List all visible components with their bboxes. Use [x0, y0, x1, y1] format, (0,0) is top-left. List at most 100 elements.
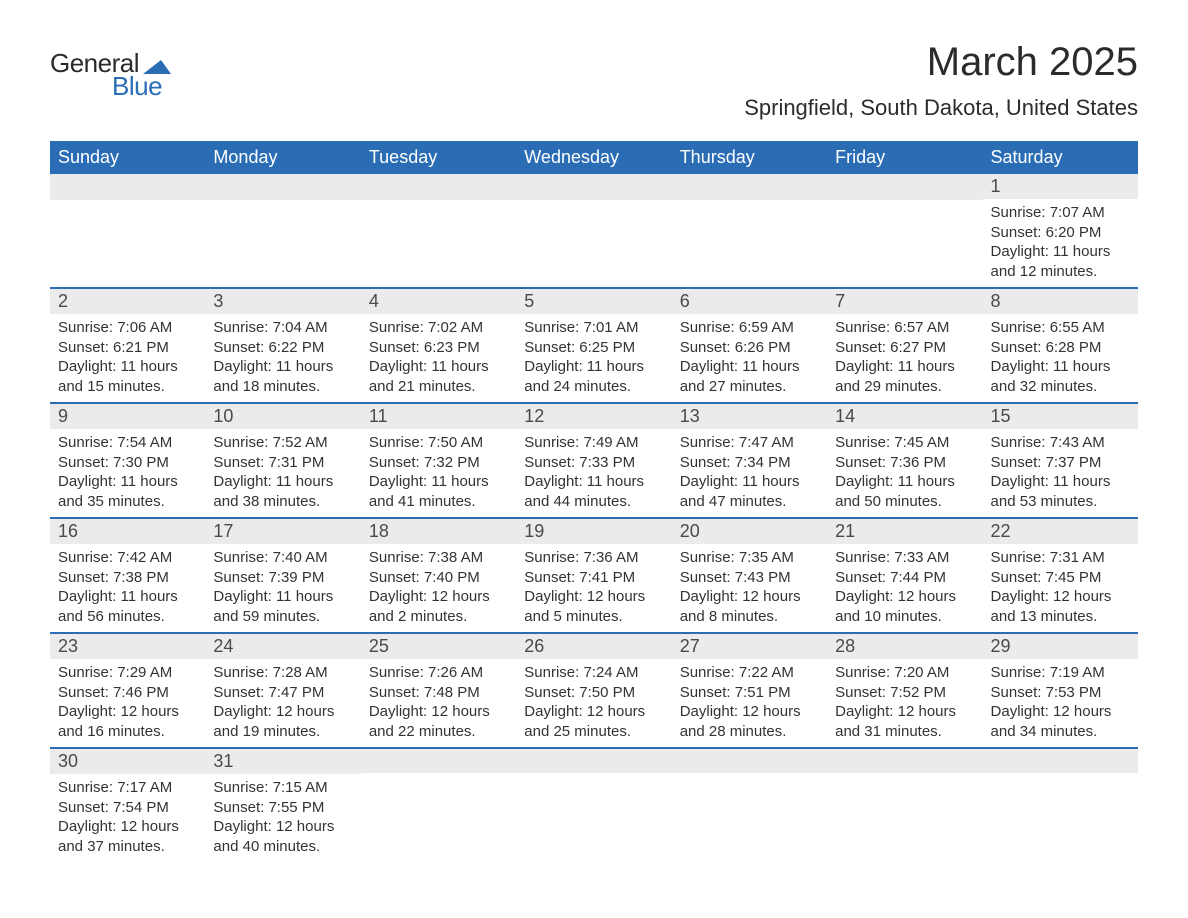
sunset-text: Sunset: 7:54 PM [58, 798, 197, 818]
day-details: Sunrise: 7:19 AMSunset: 7:53 PMDaylight:… [983, 659, 1138, 747]
sunrise-text: Sunrise: 7:40 AM [213, 548, 352, 568]
sunset-text: Sunset: 7:55 PM [213, 798, 352, 818]
day-number: 17 [205, 517, 360, 544]
daylight-text: Daylight: 11 hours and 59 minutes. [213, 587, 352, 626]
sunrise-text: Sunrise: 7:17 AM [58, 778, 197, 798]
daylight-text: Daylight: 11 hours and 38 minutes. [213, 472, 352, 511]
day-number: 11 [361, 402, 516, 429]
daylight-text: Daylight: 11 hours and 47 minutes. [680, 472, 819, 511]
calendar-day-cell: 29Sunrise: 7:19 AMSunset: 7:53 PMDayligh… [983, 632, 1138, 747]
daylight-text: Daylight: 12 hours and 13 minutes. [991, 587, 1130, 626]
day-number: 21 [827, 517, 982, 544]
weekday-header: Wednesday [516, 141, 671, 174]
sunset-text: Sunset: 6:28 PM [991, 338, 1130, 358]
day-number [672, 174, 827, 200]
calendar-day-cell [516, 747, 671, 862]
day-details-empty [205, 200, 360, 280]
sunrise-text: Sunrise: 7:36 AM [524, 548, 663, 568]
day-details: Sunrise: 7:17 AMSunset: 7:54 PMDaylight:… [50, 774, 205, 862]
day-details-empty [672, 773, 827, 803]
logo-text-blue: Blue [112, 71, 162, 102]
day-details: Sunrise: 7:15 AMSunset: 7:55 PMDaylight:… [205, 774, 360, 862]
day-details: Sunrise: 7:47 AMSunset: 7:34 PMDaylight:… [672, 429, 827, 517]
calendar-day-cell: 15Sunrise: 7:43 AMSunset: 7:37 PMDayligh… [983, 402, 1138, 517]
day-details: Sunrise: 7:36 AMSunset: 7:41 PMDaylight:… [516, 544, 671, 632]
day-number [361, 747, 516, 773]
sunrise-text: Sunrise: 7:28 AM [213, 663, 352, 683]
sunrise-text: Sunrise: 6:57 AM [835, 318, 974, 338]
sunset-text: Sunset: 7:33 PM [524, 453, 663, 473]
page-header: General Blue March 2025 Springfield, Sou… [50, 40, 1138, 121]
daylight-text: Daylight: 11 hours and 44 minutes. [524, 472, 663, 511]
day-details: Sunrise: 7:01 AMSunset: 6:25 PMDaylight:… [516, 314, 671, 402]
daylight-text: Daylight: 11 hours and 53 minutes. [991, 472, 1130, 511]
calendar-day-cell: 24Sunrise: 7:28 AMSunset: 7:47 PMDayligh… [205, 632, 360, 747]
calendar-day-cell: 7Sunrise: 6:57 AMSunset: 6:27 PMDaylight… [827, 287, 982, 402]
daylight-text: Daylight: 12 hours and 37 minutes. [58, 817, 197, 856]
sunrise-text: Sunrise: 7:29 AM [58, 663, 197, 683]
weekday-header: Friday [827, 141, 982, 174]
day-details: Sunrise: 7:28 AMSunset: 7:47 PMDaylight:… [205, 659, 360, 747]
daylight-text: Daylight: 12 hours and 28 minutes. [680, 702, 819, 741]
day-details: Sunrise: 7:52 AMSunset: 7:31 PMDaylight:… [205, 429, 360, 517]
day-details-empty [672, 200, 827, 280]
weekday-header: Saturday [983, 141, 1138, 174]
sunset-text: Sunset: 7:45 PM [991, 568, 1130, 588]
calendar-week-row: 2Sunrise: 7:06 AMSunset: 6:21 PMDaylight… [50, 287, 1138, 402]
daylight-text: Daylight: 12 hours and 10 minutes. [835, 587, 974, 626]
day-number: 5 [516, 287, 671, 314]
day-number: 29 [983, 632, 1138, 659]
sunset-text: Sunset: 6:21 PM [58, 338, 197, 358]
calendar-day-cell: 17Sunrise: 7:40 AMSunset: 7:39 PMDayligh… [205, 517, 360, 632]
day-number: 28 [827, 632, 982, 659]
day-number: 26 [516, 632, 671, 659]
daylight-text: Daylight: 12 hours and 5 minutes. [524, 587, 663, 626]
daylight-text: Daylight: 12 hours and 19 minutes. [213, 702, 352, 741]
calendar-day-cell: 21Sunrise: 7:33 AMSunset: 7:44 PMDayligh… [827, 517, 982, 632]
day-details: Sunrise: 6:55 AMSunset: 6:28 PMDaylight:… [983, 314, 1138, 402]
calendar-day-cell: 27Sunrise: 7:22 AMSunset: 7:51 PMDayligh… [672, 632, 827, 747]
daylight-text: Daylight: 11 hours and 24 minutes. [524, 357, 663, 396]
sunrise-text: Sunrise: 7:45 AM [835, 433, 974, 453]
calendar-day-cell: 5Sunrise: 7:01 AMSunset: 6:25 PMDaylight… [516, 287, 671, 402]
sunset-text: Sunset: 7:47 PM [213, 683, 352, 703]
day-details: Sunrise: 7:29 AMSunset: 7:46 PMDaylight:… [50, 659, 205, 747]
sunset-text: Sunset: 7:30 PM [58, 453, 197, 473]
sunset-text: Sunset: 7:53 PM [991, 683, 1130, 703]
sunrise-text: Sunrise: 6:55 AM [991, 318, 1130, 338]
weekday-header: Sunday [50, 141, 205, 174]
day-details: Sunrise: 7:31 AMSunset: 7:45 PMDaylight:… [983, 544, 1138, 632]
daylight-text: Daylight: 11 hours and 32 minutes. [991, 357, 1130, 396]
day-number: 27 [672, 632, 827, 659]
calendar-day-cell: 1Sunrise: 7:07 AMSunset: 6:20 PMDaylight… [983, 174, 1138, 287]
day-details-empty [50, 200, 205, 280]
day-details: Sunrise: 7:20 AMSunset: 7:52 PMDaylight:… [827, 659, 982, 747]
day-details-empty [516, 200, 671, 280]
day-number: 8 [983, 287, 1138, 314]
calendar-day-cell [983, 747, 1138, 862]
day-number: 20 [672, 517, 827, 544]
sunset-text: Sunset: 7:38 PM [58, 568, 197, 588]
sunrise-text: Sunrise: 7:20 AM [835, 663, 974, 683]
calendar-day-cell: 26Sunrise: 7:24 AMSunset: 7:50 PMDayligh… [516, 632, 671, 747]
sunrise-text: Sunrise: 7:04 AM [213, 318, 352, 338]
calendar-day-cell: 13Sunrise: 7:47 AMSunset: 7:34 PMDayligh… [672, 402, 827, 517]
sunset-text: Sunset: 7:34 PM [680, 453, 819, 473]
calendar-day-cell: 31Sunrise: 7:15 AMSunset: 7:55 PMDayligh… [205, 747, 360, 862]
calendar-day-cell [827, 174, 982, 287]
day-details: Sunrise: 6:57 AMSunset: 6:27 PMDaylight:… [827, 314, 982, 402]
day-number: 12 [516, 402, 671, 429]
calendar-day-cell: 9Sunrise: 7:54 AMSunset: 7:30 PMDaylight… [50, 402, 205, 517]
calendar-day-cell: 11Sunrise: 7:50 AMSunset: 7:32 PMDayligh… [361, 402, 516, 517]
calendar-day-cell: 3Sunrise: 7:04 AMSunset: 6:22 PMDaylight… [205, 287, 360, 402]
sunrise-text: Sunrise: 7:43 AM [991, 433, 1130, 453]
day-details: Sunrise: 7:35 AMSunset: 7:43 PMDaylight:… [672, 544, 827, 632]
daylight-text: Daylight: 11 hours and 29 minutes. [835, 357, 974, 396]
day-number: 7 [827, 287, 982, 314]
sunset-text: Sunset: 7:32 PM [369, 453, 508, 473]
daylight-text: Daylight: 12 hours and 40 minutes. [213, 817, 352, 856]
calendar-day-cell [516, 174, 671, 287]
sunrise-text: Sunrise: 7:31 AM [991, 548, 1130, 568]
day-details: Sunrise: 7:26 AMSunset: 7:48 PMDaylight:… [361, 659, 516, 747]
calendar-day-cell: 16Sunrise: 7:42 AMSunset: 7:38 PMDayligh… [50, 517, 205, 632]
